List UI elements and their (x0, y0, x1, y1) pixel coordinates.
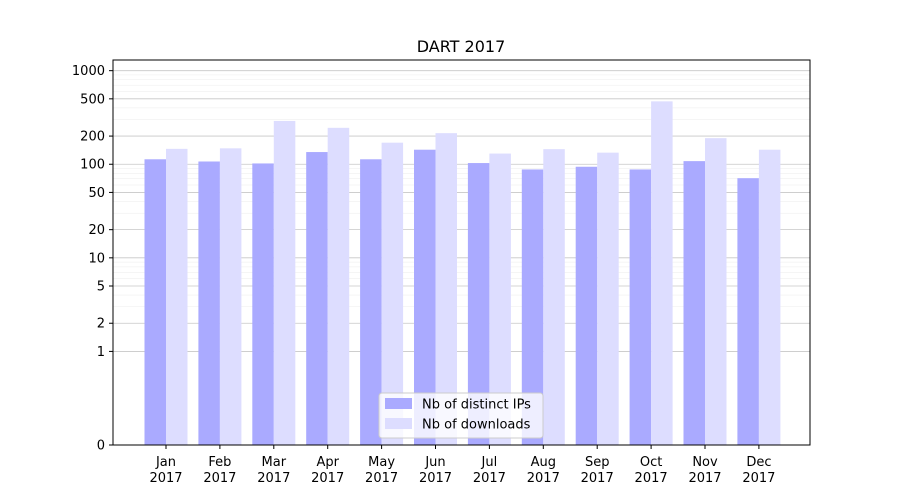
legend-label: Nb of downloads (422, 418, 531, 433)
bar-downloads (705, 138, 727, 446)
x-tick-label: Mar (262, 455, 287, 470)
bar-downloads (651, 101, 673, 446)
chart-title: DART 2017 (417, 37, 506, 56)
y-tick-label: 5 (97, 280, 105, 295)
bar-downloads (327, 127, 350, 445)
bar-distinct-ips (521, 169, 544, 446)
y-tick-label: 500 (80, 92, 105, 107)
bar-distinct-ips (144, 159, 166, 446)
bar-distinct-ips (414, 149, 436, 445)
y-tick-label: 200 (80, 130, 105, 145)
y-tick-label: 50 (88, 186, 105, 201)
bar-downloads (219, 148, 242, 446)
x-tick-label: 2017 (473, 471, 506, 486)
legend-swatch (385, 398, 412, 409)
x-tick-label: Aug (531, 455, 556, 470)
bar-downloads (543, 149, 565, 445)
bar-distinct-ips (575, 166, 598, 446)
x-tick-label: Feb (208, 455, 231, 470)
x-tick-label: Jun (424, 455, 445, 470)
x-tick-label: May (368, 455, 395, 470)
bars (144, 101, 781, 446)
bar-downloads (597, 152, 619, 445)
y-tick-label: 0 (97, 439, 105, 454)
x-tick-label: 2017 (257, 471, 290, 486)
bar-downloads (489, 153, 511, 446)
bar-distinct-ips (683, 161, 705, 445)
x-axis: Jan2017Feb2017Mar2017Apr2017May2017Jun20… (149, 445, 775, 486)
y-tick-label: 1000 (72, 64, 105, 79)
bar-distinct-ips (198, 161, 220, 445)
bar-downloads (758, 149, 781, 445)
y-tick-label: 1 (97, 345, 105, 360)
y-tick-label: 2 (97, 317, 105, 332)
x-tick-label: Dec (746, 455, 771, 470)
x-tick-label: 2017 (742, 471, 775, 486)
legend-label: Nb of distinct IPs (422, 398, 531, 413)
y-tick-label: 20 (88, 223, 105, 238)
y-tick-label: 100 (80, 158, 105, 173)
x-tick-label: 2017 (311, 471, 344, 486)
bar-downloads (166, 148, 188, 445)
bar-downloads (381, 142, 404, 445)
legend: Nb of distinct IPs Nb of downloads (378, 392, 544, 439)
legend-box (378, 392, 544, 439)
x-tick-label: 2017 (581, 471, 614, 486)
x-tick-label: 2017 (149, 471, 182, 486)
bar-distinct-ips (306, 152, 328, 445)
x-tick-label: 2017 (527, 471, 560, 486)
x-tick-label: Nov (692, 455, 718, 470)
x-tick-label: 2017 (365, 471, 398, 486)
legend-swatch (385, 418, 412, 429)
y-axis: 0 1 2 5 10 20 50 100 200 500 1000 (72, 64, 113, 454)
x-tick-label: 2017 (419, 471, 452, 486)
y-tick-label: 10 (88, 251, 105, 266)
plot-frame (112, 59, 811, 446)
bar-distinct-ips (252, 163, 274, 445)
x-tick-label: Sep (585, 455, 610, 470)
bar-downloads (273, 120, 296, 445)
x-tick-label: 2017 (203, 471, 236, 486)
x-tick-label: Apr (316, 455, 339, 470)
x-tick-label: 2017 (635, 471, 668, 486)
bar-distinct-ips (629, 169, 652, 446)
x-tick-label: Jul (481, 455, 498, 470)
bar-distinct-ips (360, 159, 382, 446)
bar-downloads (435, 133, 457, 446)
x-tick-label: 2017 (688, 471, 721, 486)
x-tick-label: Oct (640, 455, 662, 470)
x-tick-label: Jan (155, 455, 176, 470)
bar-distinct-ips (737, 178, 759, 445)
bar-distinct-ips (467, 163, 490, 445)
